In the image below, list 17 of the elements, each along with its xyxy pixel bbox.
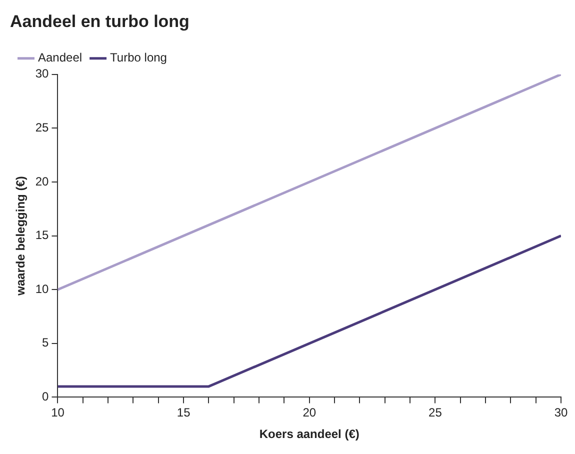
- y-axis-title: waarde belegging (€): [14, 176, 28, 296]
- x-tick-label: 30: [554, 406, 568, 420]
- y-tick-label: 30: [35, 66, 50, 81]
- x-tick-label: 20: [302, 406, 316, 420]
- x-tick-label: 15: [176, 406, 191, 420]
- y-tick-label: 5: [42, 336, 50, 350]
- x-tick-label: 25: [428, 406, 442, 420]
- legend-label: Aandeel: [38, 50, 82, 65]
- x-tick-label: 10: [51, 406, 65, 420]
- legend-label: Turbo long: [110, 50, 167, 65]
- y-tick-label: 10: [35, 282, 50, 296]
- y-tick-label: 0: [42, 390, 50, 404]
- y-tick-label: 15: [35, 228, 50, 242]
- x-axis-title: Koers aandeel (€): [259, 427, 360, 442]
- chart-title: Aandeel en turbo long: [10, 12, 190, 31]
- y-tick-label: 20: [35, 174, 50, 188]
- y-tick-label: 25: [35, 120, 50, 135]
